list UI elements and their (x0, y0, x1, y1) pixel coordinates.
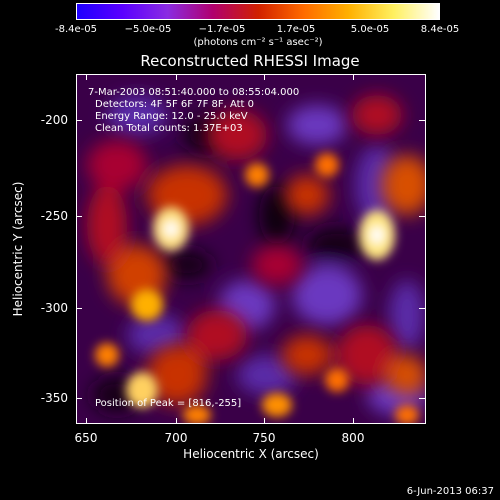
texture-blob (252, 245, 302, 285)
y-tick-label: -300 (40, 301, 68, 315)
peak-position-label: Position of Peak = [816,-255] (95, 398, 242, 409)
texture-blob (162, 250, 212, 280)
colorbar-tick-label: 1.7e-05 (276, 24, 316, 35)
texture-blob (95, 343, 119, 367)
texture-blob (131, 289, 163, 321)
texture-blob (87, 140, 147, 190)
texture-blob (107, 95, 167, 135)
x-tick-label: 650 (74, 431, 98, 445)
colorbar-tick-label: −5.0e-05 (124, 24, 172, 35)
texture-blob (352, 95, 402, 135)
texture-blob (285, 175, 329, 215)
x-tick-label: 750 (252, 431, 276, 445)
axis-tick-mark (176, 74, 177, 80)
texture-blob (355, 145, 399, 225)
image-title: Reconstructed RHESSI Image (140, 52, 360, 70)
axis-tick-mark (86, 74, 87, 80)
y-tick-label: -200 (40, 113, 68, 127)
texture-blob (337, 325, 397, 385)
texture-blob (382, 155, 425, 215)
colorbar-tick-label: −1.7e-05 (198, 24, 246, 35)
texture-blob (187, 310, 247, 360)
y-tick-label: -250 (40, 209, 68, 223)
texture-blob (395, 405, 419, 423)
texture-blob (389, 280, 425, 350)
x-tick-label: 800 (341, 431, 365, 445)
texture-blob (387, 355, 425, 395)
axis-tick-mark (76, 216, 82, 217)
texture-blob (126, 372, 158, 408)
texture-blob (292, 265, 362, 325)
texture-blob (164, 221, 178, 237)
axis-tick-mark (86, 418, 87, 424)
texture-blob (307, 227, 367, 263)
axis-tick-mark (419, 120, 425, 121)
clean-counts-label: Clean Total counts: 1.37E+03 (95, 123, 243, 134)
texture-blob (87, 185, 127, 265)
colorbar-tick-label: 8.4e-05 (420, 24, 460, 35)
energy-range-label: Energy Range: 12.0 - 25.0 keV (95, 111, 248, 122)
axis-tick-mark (76, 120, 82, 121)
axis-tick-mark (76, 308, 82, 309)
footer-date: 6-Jun-2013 06:37 (406, 486, 494, 497)
texture-blob (183, 405, 211, 423)
x-tick-label: 700 (164, 431, 188, 445)
axis-tick-mark (419, 398, 425, 399)
axis-tick-mark (176, 418, 177, 424)
texture-blob (370, 226, 384, 244)
texture-blob (127, 315, 187, 355)
x-axis-label: Heliocentric X (arcsec) (183, 447, 319, 461)
y-axis-label: Heliocentric Y (arcsec) (11, 181, 25, 317)
axis-tick-mark (264, 418, 265, 424)
detectors-label: Detectors: 4F 5F 6F 7F 8F, Att 0 (95, 99, 255, 110)
texture-blob (262, 393, 292, 417)
rhessi-image (76, 74, 426, 424)
texture-blob (282, 335, 332, 375)
axis-tick-mark (419, 308, 425, 309)
texture-blob (245, 163, 269, 187)
texture-blob (325, 368, 349, 392)
texture-blob (147, 345, 207, 405)
y-tick-label: -350 (40, 391, 68, 405)
axis-tick-mark (264, 74, 265, 80)
colorbar-tick-label: 5.0e-05 (350, 24, 390, 35)
time-range-label: 7-Mar-2003 08:51:40.000 to 08:55:04.000 (88, 87, 300, 98)
colorbar (76, 3, 440, 20)
axis-tick-mark (353, 74, 354, 80)
axis-tick-mark (353, 418, 354, 424)
texture-blob (237, 355, 297, 395)
colorbar-tick-label: -8.4e-05 (55, 24, 97, 35)
texture-blob (207, 110, 267, 160)
texture-blob (315, 153, 339, 177)
axis-tick-mark (76, 398, 82, 399)
rhessi-image-canvas (77, 75, 425, 423)
colorbar-units: (photons cm⁻² s⁻¹ asec⁻²) (193, 37, 323, 48)
texture-blob (287, 105, 347, 145)
axis-tick-mark (419, 216, 425, 217)
